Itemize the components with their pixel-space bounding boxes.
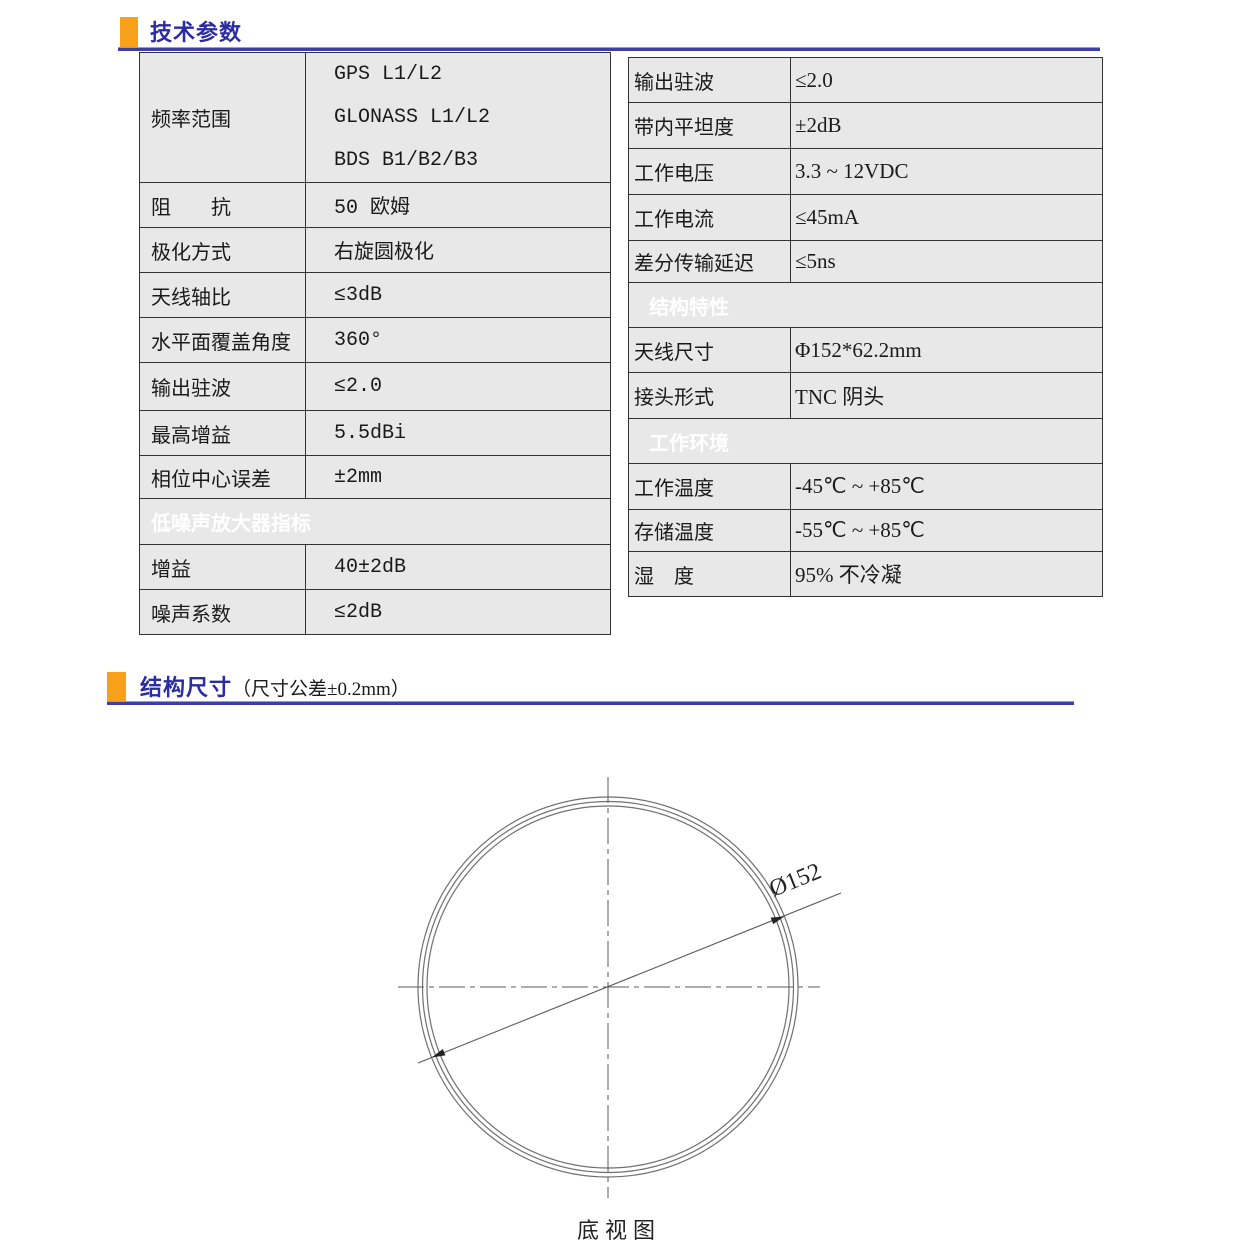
section1-title: 技术参数 (150, 20, 243, 45)
diameter-dimension-line (417, 892, 842, 1064)
spec-label: 接头形式 (628, 372, 791, 419)
spec-row: 工作电流 ≤45mA (628, 194, 1103, 241)
spec-value: -55℃ ~ +85℃ (790, 509, 1103, 552)
spec-label: 工作温度 (628, 463, 791, 510)
spec-value: ±2mm (305, 455, 611, 499)
spec-value: ±2dB (790, 102, 1103, 149)
spec-label: 输出驻波 (628, 57, 791, 103)
drawing-caption: 底视图 (576, 1218, 661, 1243)
spec-value: ≤3dB (305, 272, 611, 318)
spec-row: 差分传输延迟 ≤5ns (628, 240, 1103, 283)
section1-orange-marker (120, 17, 138, 48)
spec-value: 右旋圆极化 (305, 227, 611, 273)
section-band-label: 结构特性 (628, 282, 1103, 328)
spec-label: 极化方式 (139, 227, 306, 273)
section-band-row: 低噪声放大器指标 (139, 498, 611, 545)
spec-row: 输出驻波 ≤2.0 (139, 362, 611, 411)
spec-row: 增益 40±2dB (139, 544, 611, 590)
section2-tolerance-note: （尺寸公差±0.2mm） (232, 679, 410, 700)
spec-value: ≤2.0 (305, 362, 611, 411)
spec-value: -45℃ ~ +85℃ (790, 463, 1103, 510)
spec-label: 最高增益 (139, 410, 306, 456)
spec-value-line: GLONASS L1/L2 (334, 106, 491, 129)
spec-value: 360° (305, 317, 611, 363)
spec-row: 天线尺寸 Φ152*62.2mm (628, 327, 1103, 373)
spec-label: 湿 度 (628, 551, 791, 597)
spec-label: 差分传输延迟 (628, 240, 791, 283)
spec-table-antenna: 频率范围 GPS L1/L2 GLONASS L1/L2 BDS B1/B2/B3 阻 … (139, 52, 611, 635)
spec-label: 带内平坦度 (628, 102, 791, 149)
spec-row: 天线轴比 ≤3dB (139, 272, 611, 318)
spec-label: 天线尺寸 (628, 327, 791, 373)
section-band-label: 工作环境 (628, 418, 1103, 464)
spec-value: ≤45mA (790, 194, 1103, 241)
spec-value: ≤2.0 (790, 57, 1103, 103)
spec-row: 工作电压 3.3 ~ 12VDC (628, 148, 1103, 195)
spec-label: 工作电压 (628, 148, 791, 195)
diameter-label: Ø152 (766, 858, 825, 902)
spec-row: 相位中心误差 ±2mm (139, 455, 611, 499)
section2-rule (107, 701, 1074, 705)
spec-value: 40±2dB (305, 544, 611, 590)
spec-table-electrical: 输出驻波 ≤2.0 带内平坦度 ±2dB 工作电压 3.3 ~ 12VDC 工作电流 ≤45m… (628, 57, 1103, 597)
spec-value: 50 欧姆 (305, 182, 611, 228)
spec-label: 增益 (139, 544, 306, 590)
spec-value-line: BDS B1/B2/B3 (334, 149, 479, 172)
spec-row: 噪声系数 ≤2dB (139, 589, 611, 635)
spec-label: 阻 抗 (139, 182, 306, 228)
spec-label: 存储温度 (628, 509, 791, 552)
spec-value: 3.3 ~ 12VDC (790, 148, 1103, 195)
section-band-label: 低噪声放大器指标 (139, 498, 611, 545)
spec-row: 输出驻波 ≤2.0 (628, 57, 1103, 103)
section2-title-text: 结构尺寸 (140, 675, 233, 700)
spec-row: 湿 度 95% 不冷凝 (628, 551, 1103, 597)
centerlines (398, 777, 820, 1198)
spec-value: GPS L1/L2 GLONASS L1/L2 BDS B1/B2/B3 (305, 52, 611, 183)
spec-value: ≤5ns (790, 240, 1103, 283)
spec-row: 接头形式 TNC 阴头 (628, 372, 1103, 419)
spec-label: 相位中心误差 (139, 455, 306, 499)
spec-value: TNC 阴头 (790, 372, 1103, 419)
spec-label: 天线轴比 (139, 272, 306, 318)
spec-label: 工作电流 (628, 194, 791, 241)
spec-value: 95% 不冷凝 (790, 551, 1103, 597)
spec-row: 工作温度 -45℃ ~ +85℃ (628, 463, 1103, 510)
section2-title: 结构尺寸（尺寸公差±0.2mm） (140, 672, 410, 705)
spec-row: 最高增益 5.5dBi (139, 410, 611, 456)
spec-row: 带内平坦度 ±2dB (628, 102, 1103, 149)
dimension-drawing: Ø152 (398, 777, 842, 1198)
spec-row: 存储温度 -55℃ ~ +85℃ (628, 509, 1103, 552)
dimension-arrow-lower (431, 1049, 446, 1058)
spec-label: 输出驻波 (139, 362, 306, 411)
spec-value: Φ152*62.2mm (790, 327, 1103, 373)
spec-value: 5.5dBi (305, 410, 611, 456)
section2-orange-marker (107, 672, 126, 703)
section-band-row: 结构特性 (628, 282, 1103, 328)
spec-row: 阻 抗 50 欧姆 (139, 182, 611, 228)
spec-label: 噪声系数 (139, 589, 306, 635)
spec-label: 频率范围 (139, 52, 306, 183)
spec-row: 极化方式 右旋圆极化 (139, 227, 611, 273)
spec-label: 水平面覆盖角度 (139, 317, 306, 363)
section-band-row: 工作环境 (628, 418, 1103, 464)
spec-row: 频率范围 GPS L1/L2 GLONASS L1/L2 BDS B1/B2/B3 (139, 52, 611, 183)
spec-value-line: GPS L1/L2 (334, 63, 443, 86)
section1-rule (118, 47, 1100, 51)
spec-value: ≤2dB (305, 589, 611, 635)
dimension-arrow-upper (770, 916, 785, 925)
spec-row: 水平面覆盖角度 360° (139, 317, 611, 363)
